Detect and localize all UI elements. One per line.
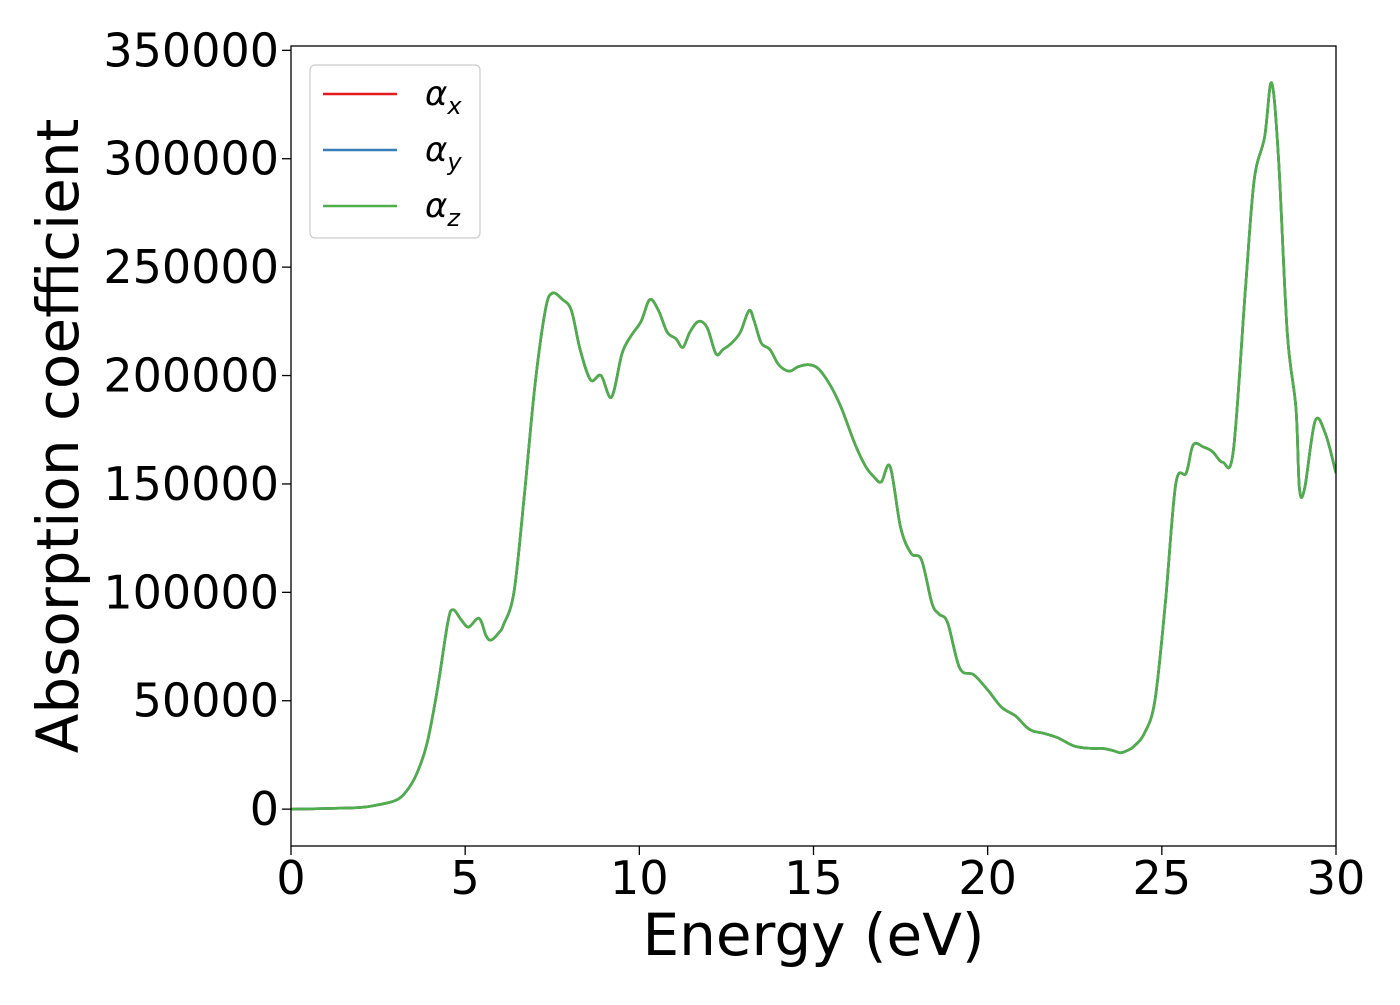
- y-tick-label: 50000: [133, 674, 279, 728]
- x-tick-label: 30: [1307, 851, 1366, 905]
- x-tick-label: 0: [276, 851, 305, 905]
- legend-box: [309, 64, 481, 239]
- y-axis-ticks: 0 50000 100000 150000 200000 250000 300000 3500…: [103, 23, 291, 836]
- legend-label: αy: [425, 130, 462, 176]
- legend-label: αx: [425, 74, 462, 120]
- series-layer: [291, 81, 1336, 811]
- y-tick-label: 300000: [103, 132, 279, 186]
- x-tick-label: 10: [610, 851, 669, 905]
- x-tick-label: 5: [451, 851, 480, 905]
- y-axis-label: Absorption coefficient: [24, 119, 92, 754]
- x-tick-label: 15: [784, 851, 843, 905]
- legend: αx αy αz: [309, 64, 481, 239]
- y-tick-label: 0: [250, 782, 279, 836]
- x-tick-label: 25: [1133, 851, 1192, 905]
- y-tick-label: 350000: [103, 23, 279, 77]
- y-tick-label: 100000: [103, 565, 279, 619]
- legend-label: αz: [425, 186, 461, 232]
- x-axis-label: Energy (eV): [642, 901, 984, 969]
- x-axis-ticks: 0 5 10 15 20 25 30: [276, 846, 1365, 905]
- y-tick-label: 200000: [103, 349, 279, 403]
- x-tick-label: 20: [958, 851, 1017, 905]
- y-tick-label: 250000: [103, 240, 279, 294]
- series-line-3: [291, 81, 1336, 811]
- y-tick-label: 150000: [103, 457, 279, 511]
